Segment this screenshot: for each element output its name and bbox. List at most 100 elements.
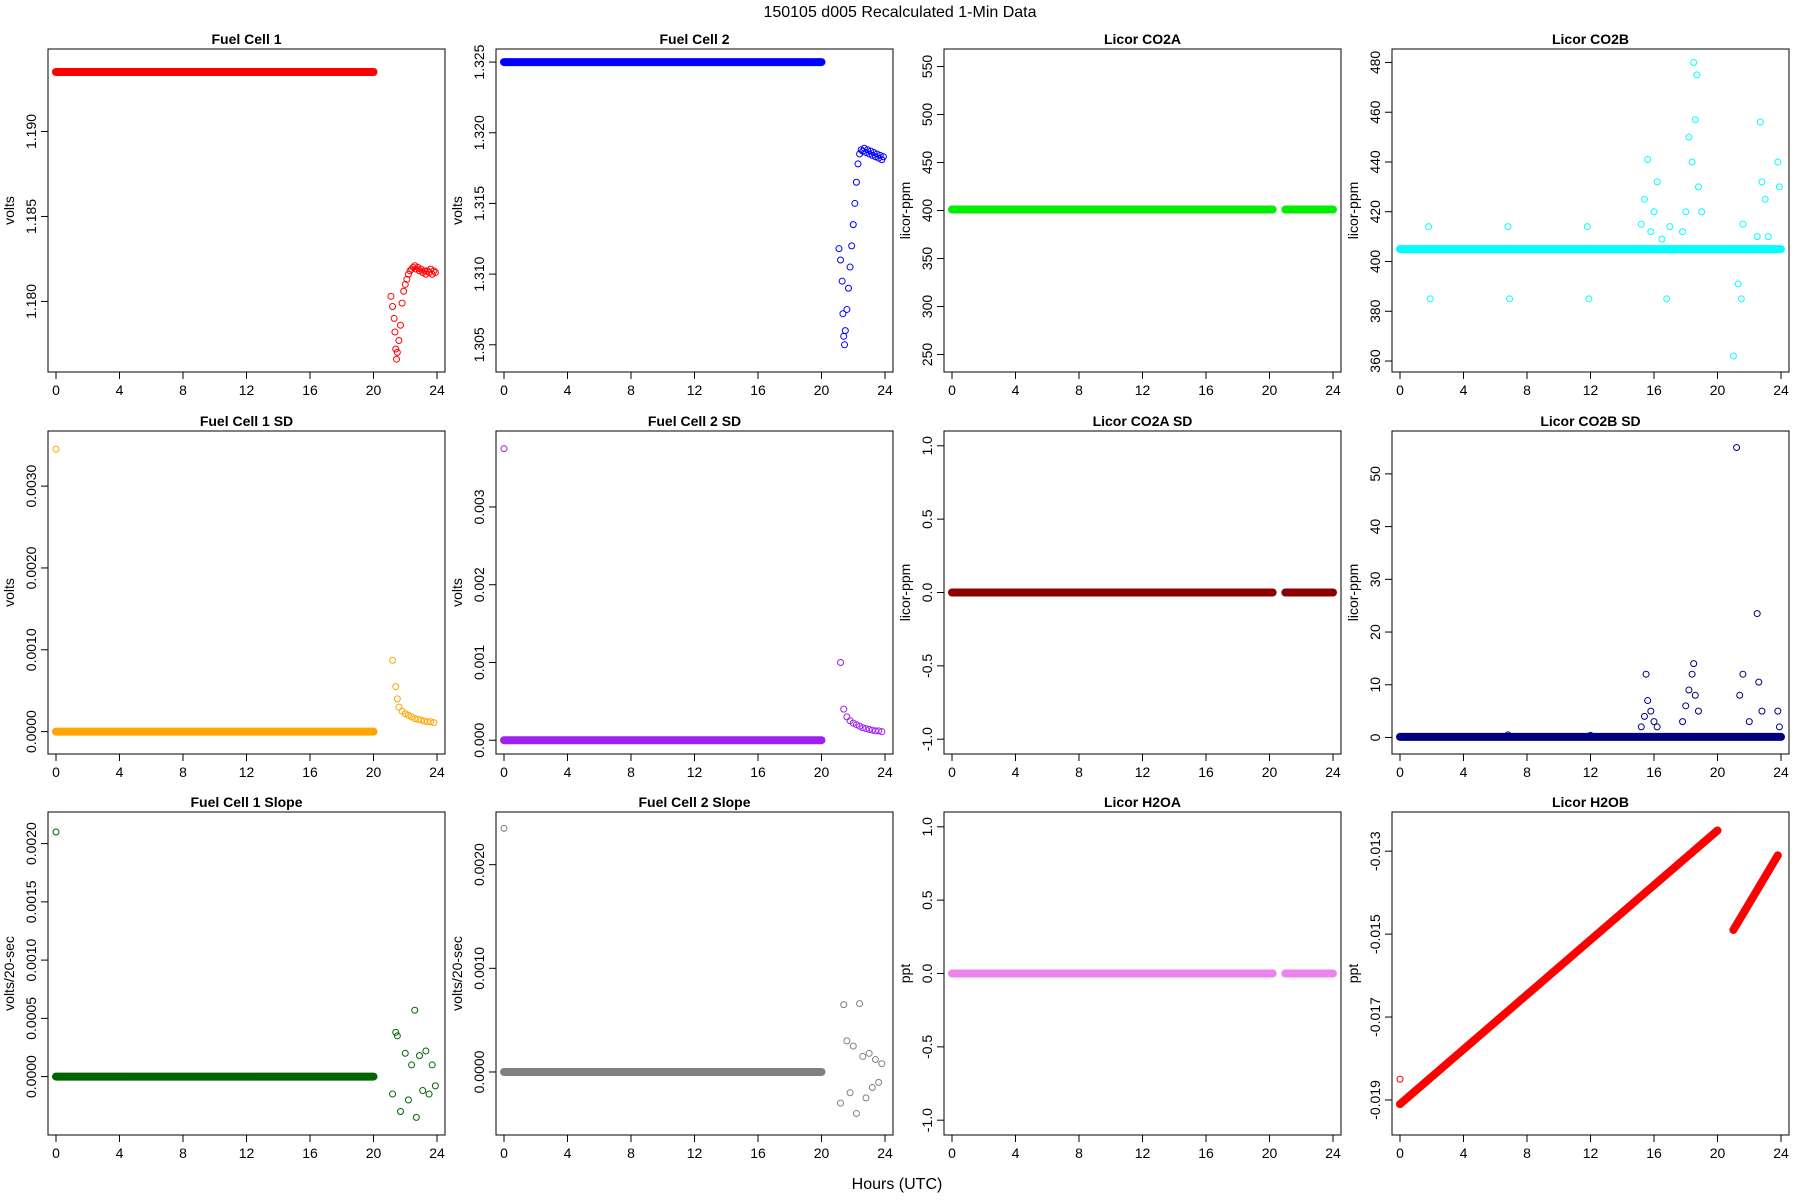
plot-frame — [47, 48, 446, 373]
y-tick-label: 0.0010 — [471, 947, 487, 990]
y-tick-label: 0.0 — [919, 964, 935, 984]
y-tick-label: 360 — [1367, 349, 1383, 373]
panel-title: Fuel Cell 1 Slope — [190, 794, 302, 810]
x-tick-label: 0 — [52, 382, 60, 398]
data-point — [1753, 233, 1761, 241]
y-tick-label: 500 — [919, 103, 935, 127]
x-tick-label: 0 — [948, 382, 956, 398]
y-tick-label: 0.0000 — [23, 710, 39, 753]
panel-grid: Fuel Cell 1 volts 0 4 8 12 16 20 24 1.180 1.185 1.1… — [1, 31, 1790, 1161]
data-point — [428, 1061, 436, 1069]
panel: Licor CO2B SD licor-ppm 0 4 8 12 16 20 24 0 10 20 30… — [1345, 413, 1790, 780]
x-tick-label: 8 — [1075, 764, 1083, 780]
y-axis-label: volts — [449, 578, 465, 607]
data-point — [838, 277, 846, 285]
data-band — [1729, 851, 1782, 934]
data-point — [414, 715, 422, 723]
plot-frame — [495, 48, 894, 373]
data-point — [1637, 723, 1645, 731]
data-point — [52, 445, 60, 453]
x-tick-label: 16 — [1198, 382, 1214, 398]
data-point — [856, 1000, 864, 1008]
data-point — [389, 303, 397, 311]
data-point — [1758, 707, 1766, 715]
data-point — [835, 245, 843, 253]
y-tick-label: 380 — [1367, 299, 1383, 323]
panel-title: Licor H2OA — [1104, 794, 1181, 810]
data-point — [852, 1109, 860, 1117]
x-tick-label: 20 — [1262, 1145, 1278, 1161]
x-tick-label: 8 — [179, 764, 187, 780]
x-tick-label: 20 — [366, 764, 382, 780]
data-point — [408, 1061, 416, 1069]
x-tick-label: 20 — [814, 764, 830, 780]
x-tick-label: 4 — [564, 764, 572, 780]
x-tick-label: 8 — [627, 382, 635, 398]
data-point — [862, 1094, 870, 1102]
x-tick-label: 0 — [948, 1145, 956, 1161]
x-tick-label: 24 — [429, 764, 445, 780]
data-point — [840, 1001, 848, 1009]
x-tick-label: 8 — [179, 382, 187, 398]
panel-title: Fuel Cell 2 Slope — [638, 794, 750, 810]
y-tick-label: 480 — [1367, 51, 1383, 75]
data-point — [393, 355, 401, 363]
data-point — [1734, 280, 1742, 288]
y-tick-label: -0.019 — [1367, 1080, 1383, 1120]
plot-frame — [1391, 811, 1790, 1136]
y-axis-label: volts/20-sec — [1, 936, 17, 1011]
data-point — [859, 1052, 867, 1060]
x-tick-label: 12 — [1135, 382, 1151, 398]
panel: Fuel Cell 2 Slope volts/20-sec 0 4 8 12 16 20 24… — [449, 794, 894, 1161]
data-point — [1774, 707, 1782, 715]
data-point — [1745, 718, 1753, 726]
data-point — [403, 275, 411, 283]
x-tick-label: 24 — [1325, 764, 1341, 780]
y-tick-label: 0.0010 — [23, 938, 39, 981]
y-tick-label: 0.0 — [919, 583, 935, 603]
panel-title: Licor CO2B SD — [1540, 413, 1640, 429]
data-point — [1756, 118, 1764, 126]
x-tick-label: 16 — [1198, 764, 1214, 780]
y-tick-label: 0.0000 — [471, 1050, 487, 1093]
data-point — [393, 348, 401, 356]
data-point — [1647, 228, 1655, 236]
data-point — [862, 725, 870, 733]
x-tick-label: 0 — [1396, 1145, 1404, 1161]
data-point — [1691, 116, 1699, 124]
x-tick-label: 24 — [877, 382, 893, 398]
x-tick-label: 24 — [1325, 382, 1341, 398]
data-point — [859, 724, 867, 732]
data-point — [1647, 707, 1655, 715]
data-point — [878, 1060, 886, 1068]
x-tick-label: 16 — [302, 1145, 318, 1161]
y-axis-label: licor-ppm — [1345, 564, 1361, 622]
panel: Licor CO2B licor-ppm 0 4 8 12 16 20 24 360 380 400 4… — [1345, 31, 1790, 398]
data-point — [1688, 158, 1696, 166]
data-point — [1733, 444, 1741, 452]
panel: Licor CO2A SD licor-ppm 0 4 8 12 16 20 24 -1.0 -0.… — [897, 413, 1342, 780]
data-point — [389, 1090, 397, 1098]
data-point — [1764, 233, 1772, 241]
data-point — [417, 716, 425, 724]
x-tick-label: 16 — [750, 382, 766, 398]
x-tick-label: 4 — [1460, 764, 1468, 780]
y-tick-label: 0.0020 — [471, 843, 487, 886]
data-point — [1650, 208, 1658, 216]
y-axis-label: ppt — [897, 964, 913, 984]
data-point — [840, 705, 848, 713]
panel: Fuel Cell 1 SD volts 0 4 8 12 16 20 24 0.0000 0.00… — [1, 413, 446, 780]
data-point — [390, 314, 398, 322]
data-point — [1737, 295, 1745, 303]
y-axis-label: volts — [449, 196, 465, 225]
data-point — [1755, 678, 1763, 686]
plot-frame — [495, 811, 894, 1136]
y-tick-label: 0.0000 — [23, 1055, 39, 1098]
data-point — [1682, 208, 1690, 216]
data-point — [876, 151, 884, 159]
data-point — [841, 341, 849, 349]
plot-frame — [47, 430, 446, 755]
data-point — [848, 242, 856, 250]
data-point — [1685, 133, 1693, 141]
y-tick-label: 1.320 — [471, 115, 487, 150]
